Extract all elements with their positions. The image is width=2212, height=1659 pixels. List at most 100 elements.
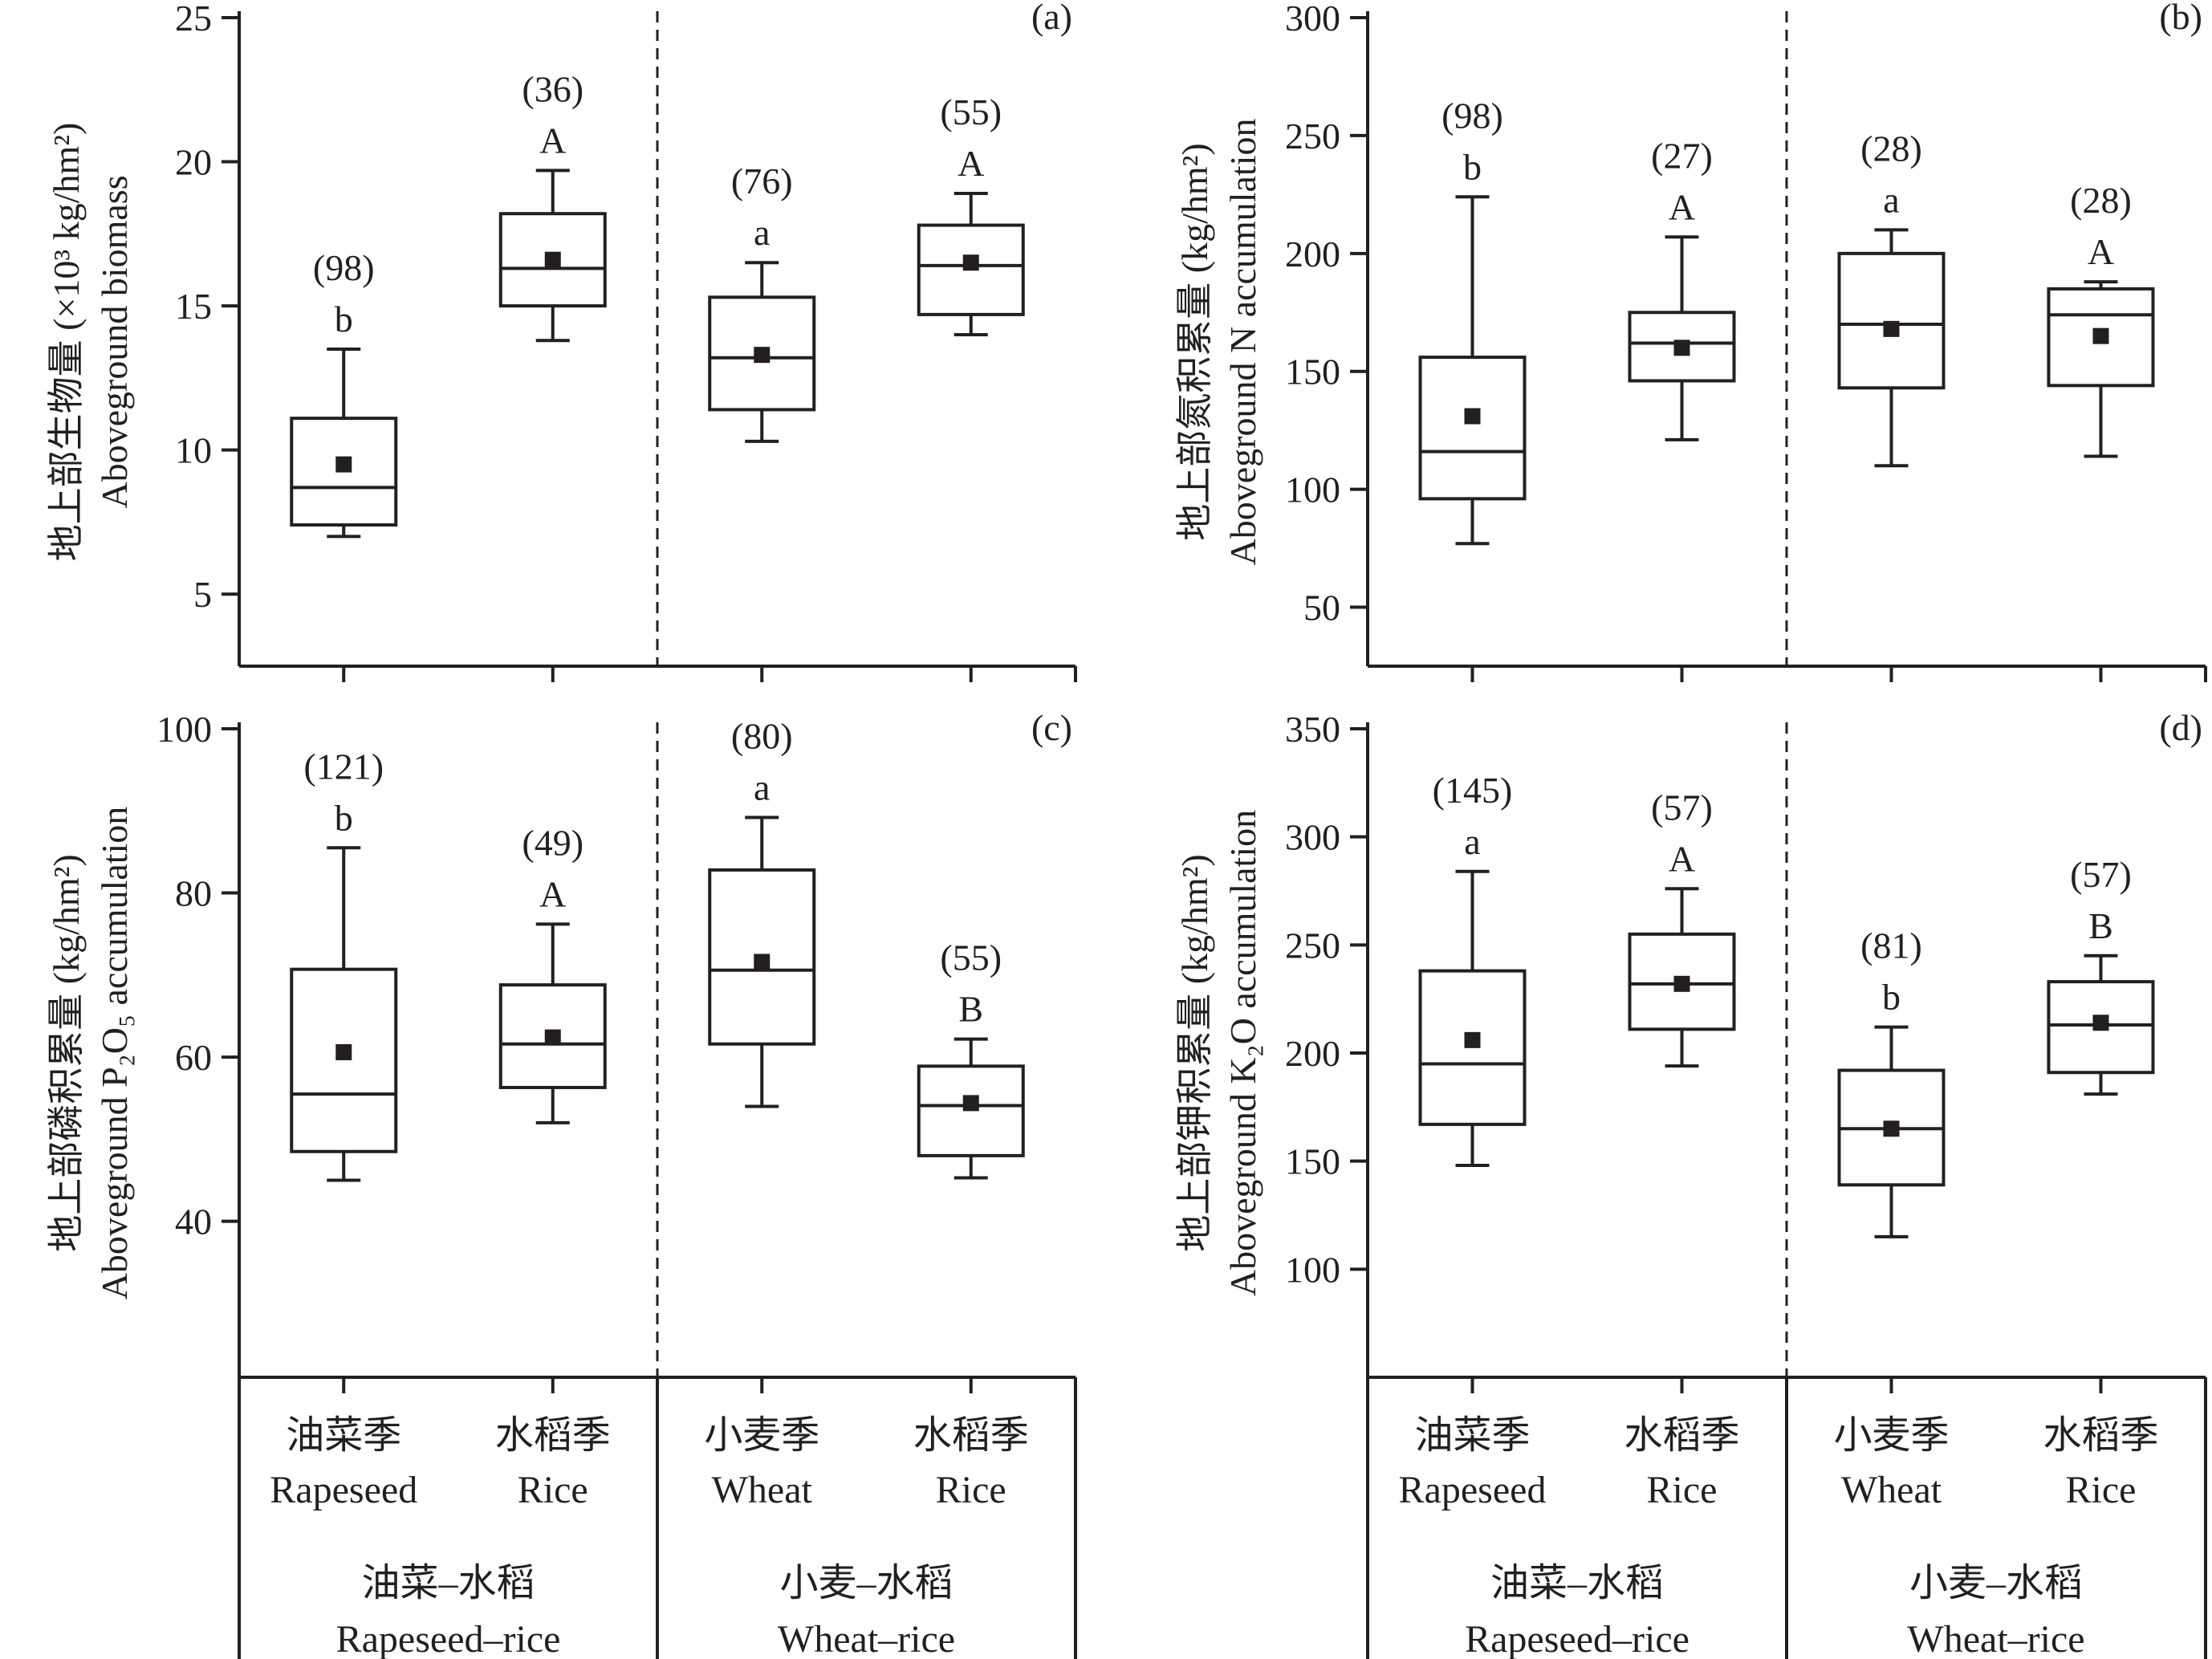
y-axis-title-en: Aboveground P₂O₅ accumulation xyxy=(94,807,135,1300)
y-axis-title-zh: 地上部钾积累量 (kg/hm²) xyxy=(1174,854,1215,1252)
y-tick-label: 80 xyxy=(175,873,212,914)
iqr-box xyxy=(2047,980,2155,1075)
significance-letter: b xyxy=(1463,146,1482,187)
mean-marker xyxy=(962,254,979,271)
box-4: B (55) xyxy=(917,937,1025,1180)
sample-size-label: (76) xyxy=(731,161,793,201)
category-label-en: Rice xyxy=(936,1469,1006,1511)
iqr-box xyxy=(498,212,607,308)
mean-marker xyxy=(1673,975,1690,992)
mean-marker xyxy=(544,1029,561,1046)
sample-size-label: (98) xyxy=(313,247,375,288)
mean-marker xyxy=(544,251,561,268)
box-1: b (98) xyxy=(1418,95,1527,546)
iqr-box xyxy=(917,223,1025,316)
category-label-en: Rapeseed xyxy=(270,1469,417,1511)
box-4: A (28) xyxy=(2047,180,2155,458)
iqr-box xyxy=(1628,311,1736,383)
mean-marker xyxy=(754,347,771,364)
y-axis-title-en: Aboveground K₂O accumulation xyxy=(1222,810,1263,1296)
y-tick-label: 15 xyxy=(175,286,212,327)
y-tick-label: 350 xyxy=(1285,709,1340,750)
sample-size-label: (27) xyxy=(1651,135,1713,176)
sample-size-label: (145) xyxy=(1433,770,1513,811)
category-label-en: Rice xyxy=(518,1469,588,1511)
category-label-zh: 水稻季 xyxy=(2043,1414,2158,1457)
mean-marker xyxy=(1464,408,1481,425)
y-axis-title: 地上部氮积累量 (kg/hm²) Aboveground N accumulati… xyxy=(1174,119,1263,566)
mean-marker xyxy=(2092,327,2109,344)
category-label-zh: 油菜季 xyxy=(286,1414,401,1457)
box-2: A (57) xyxy=(1628,787,1736,1068)
box-3: a (28) xyxy=(1837,128,1946,468)
iqr-box xyxy=(1628,932,1736,1031)
category-label-en: Wheat xyxy=(712,1469,813,1511)
mean-marker xyxy=(962,1095,979,1112)
box-1: b (121) xyxy=(290,746,398,1182)
panel-c: 40 60 80 100 (c) 地上部磷积累量 (kg/hm²) Aboveground … xyxy=(46,707,1077,1659)
panel-b: 50 100 150 200 250 300 (b) 地上部氮积累量 (kg/hm²) Abov… xyxy=(1174,0,2207,682)
category-label-zh: 小麦季 xyxy=(704,1414,819,1457)
y-tick-label: 300 xyxy=(1285,817,1340,858)
panel-d: 100 150 200 250 300 350 (d) 地上部钾积累量 (kg/hm²) Abo… xyxy=(1174,707,2207,1659)
box-2: A (36) xyxy=(498,68,607,343)
panel-label: (d) xyxy=(2159,707,2202,748)
iqr-box xyxy=(290,967,398,1153)
mean-marker xyxy=(754,954,771,970)
sample-size-label: (121) xyxy=(303,746,384,787)
y-tick-label: 100 xyxy=(1285,470,1340,510)
significance-letter: a xyxy=(1883,179,1899,220)
significance-letter: A xyxy=(1669,186,1695,227)
box-3: a (76) xyxy=(708,161,816,443)
significance-letter: a xyxy=(754,212,770,253)
box-1: b (98) xyxy=(290,247,398,539)
mean-marker xyxy=(1464,1031,1481,1048)
box-2: A (49) xyxy=(498,822,607,1124)
mean-marker xyxy=(335,1043,352,1060)
mean-marker xyxy=(1883,1120,1900,1137)
iqr-box xyxy=(1418,356,1527,501)
iqr-box xyxy=(917,1064,1025,1157)
box-4: B (57) xyxy=(2047,854,2155,1096)
sample-size-label: (28) xyxy=(1860,128,1922,169)
y-tick-label: 300 xyxy=(1285,0,1340,39)
y-axis-title-en: Aboveground biomass xyxy=(94,175,135,508)
significance-letter: a xyxy=(1464,821,1480,862)
mean-marker xyxy=(335,456,352,473)
box-2: A (27) xyxy=(1628,135,1736,441)
sample-size-label: (57) xyxy=(1651,787,1713,827)
significance-letter: B xyxy=(2088,905,2113,946)
significance-letter: A xyxy=(1669,838,1695,879)
significance-letter: A xyxy=(958,143,984,184)
panel-label: (b) xyxy=(2159,0,2202,37)
category-label-zh: 水稻季 xyxy=(1624,1414,1739,1457)
panel-label: (a) xyxy=(1031,0,1072,37)
system-label-en: Wheat–rice xyxy=(1907,1618,2084,1659)
system-label-en: Rapeseed–rice xyxy=(336,1618,561,1659)
iqr-box xyxy=(708,868,816,1046)
iqr-box xyxy=(708,295,816,412)
significance-letter: A xyxy=(539,120,566,161)
y-axis-title-zh: 地上部氮积累量 (kg/hm²) xyxy=(1174,143,1215,541)
significance-letter: A xyxy=(2088,231,2114,272)
iqr-box xyxy=(1418,969,1527,1126)
iqr-box xyxy=(1837,251,1946,390)
mean-marker xyxy=(1883,320,1900,337)
y-tick-label: 200 xyxy=(1285,1033,1340,1074)
y-axis-title: 地上部磷积累量 (kg/hm²) Aboveground P₂O₅ accumul… xyxy=(46,807,135,1300)
y-tick-label: 100 xyxy=(1285,1249,1340,1290)
significance-letter: B xyxy=(958,989,983,1030)
sample-size-label: (57) xyxy=(2070,854,2132,895)
y-tick-label: 5 xyxy=(193,574,212,615)
y-axis-title: 地上部生物量 (×10³ kg/hm²) Aboveground biomass xyxy=(46,123,135,562)
iqr-box xyxy=(498,983,607,1089)
y-tick-label: 40 xyxy=(175,1202,212,1242)
system-label-en: Wheat–rice xyxy=(778,1618,955,1659)
system-label-en: Rapeseed–rice xyxy=(1465,1618,1689,1659)
system-label-zh: 小麦–水稻 xyxy=(779,1562,953,1604)
sample-size-label: (55) xyxy=(940,937,1002,978)
significance-letter: A xyxy=(539,873,566,914)
y-axis-title-zh: 地上部生物量 (×10³ kg/hm²) xyxy=(46,123,87,562)
y-tick-label: 60 xyxy=(175,1037,212,1078)
